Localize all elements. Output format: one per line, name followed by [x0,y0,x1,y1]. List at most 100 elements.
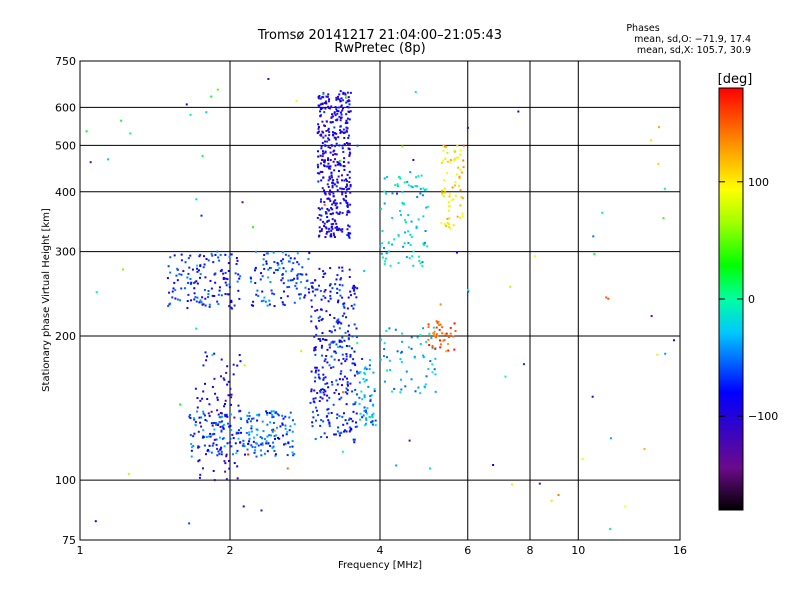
stats-line-x: mean, sd,X: 105.7, 30.9 [637,45,751,56]
echo-point [656,353,659,356]
echo-point [426,245,429,248]
echo-point [417,218,420,221]
y-tick-label: 100 [55,474,76,487]
echo-point [89,161,92,164]
echo-point [457,166,460,169]
echo-point [252,440,255,443]
echo-point [217,424,220,427]
echo-point [405,256,408,259]
echo-point [221,437,224,440]
echo-point [448,226,451,229]
echo-point [380,252,383,255]
echo-point [201,436,204,439]
echo-point [194,387,197,390]
echo-point [343,136,346,139]
echo-point [326,382,329,385]
echo-point [262,258,265,261]
echo-point [202,412,205,415]
echo-point [364,410,367,413]
echo-point [333,149,336,152]
echo-point [296,252,299,255]
echo-point [211,254,214,257]
echo-point [332,192,335,195]
echo-point [311,290,314,293]
echo-point [335,108,338,111]
echo-point [359,371,362,374]
echo-point [122,268,125,271]
echo-point [371,421,374,424]
echo-point [208,414,211,417]
echo-point [451,186,454,189]
echo-point [205,420,208,423]
echo-point [331,218,334,221]
echo-point [336,383,339,386]
echo-point [254,250,257,253]
echo-point [224,271,227,274]
echo-point [225,371,228,374]
echo-point [347,106,350,109]
echo-point [287,279,290,282]
echo-point [338,93,341,96]
echo-point [246,448,249,451]
echo-point [319,154,322,157]
echo-point [371,420,374,423]
echo-point [430,336,433,339]
echo-point [265,252,268,255]
echo-point [336,178,339,181]
echo-point [276,269,279,272]
echo-point [284,427,287,430]
echo-point [383,202,386,205]
echo-point [266,304,269,307]
echo-point [311,421,314,424]
echo-point [237,429,240,432]
echo-point [414,390,417,393]
echo-point [257,444,260,447]
echo-point [272,441,275,444]
data-points [85,77,675,530]
echo-point [389,264,392,267]
echo-point [391,390,394,393]
echo-point [348,276,351,279]
echo-point [347,110,350,113]
echo-point [443,179,446,182]
echo-point [316,288,319,291]
echo-point [338,283,341,286]
echo-point [424,230,427,233]
echo-point [317,123,320,126]
echo-point [331,181,334,184]
echo-point [211,444,214,447]
echo-point [281,422,284,425]
echo-point [349,185,352,188]
echo-point [351,287,354,290]
echo-point [263,267,266,270]
echo-point [237,432,240,435]
echo-point [223,402,226,405]
echo-point [323,225,326,228]
echo-point [281,251,284,254]
echo-point [237,273,240,276]
echo-point [249,280,252,283]
echo-point [333,126,336,129]
echo-point [212,469,215,472]
echo-point [274,269,277,272]
echo-point [348,345,351,348]
echo-point [447,223,450,226]
echo-point [522,363,525,366]
echo-point [353,287,356,290]
echo-point [345,387,348,390]
echo-point [467,288,470,291]
echo-point [334,106,337,109]
echo-point [340,104,343,107]
echo-point [322,152,325,155]
echo-point [335,98,338,101]
echo-point [427,323,430,326]
chart-title: Tromsø 20141217 21:04:00–21:05:43 [257,28,502,43]
echo-point [343,179,346,182]
echo-point [265,440,268,443]
echo-point [330,213,333,216]
echo-point [374,424,377,427]
echo-point [386,176,389,179]
echo-point [301,273,304,276]
echo-point [263,296,266,299]
grid-lines [80,61,680,540]
